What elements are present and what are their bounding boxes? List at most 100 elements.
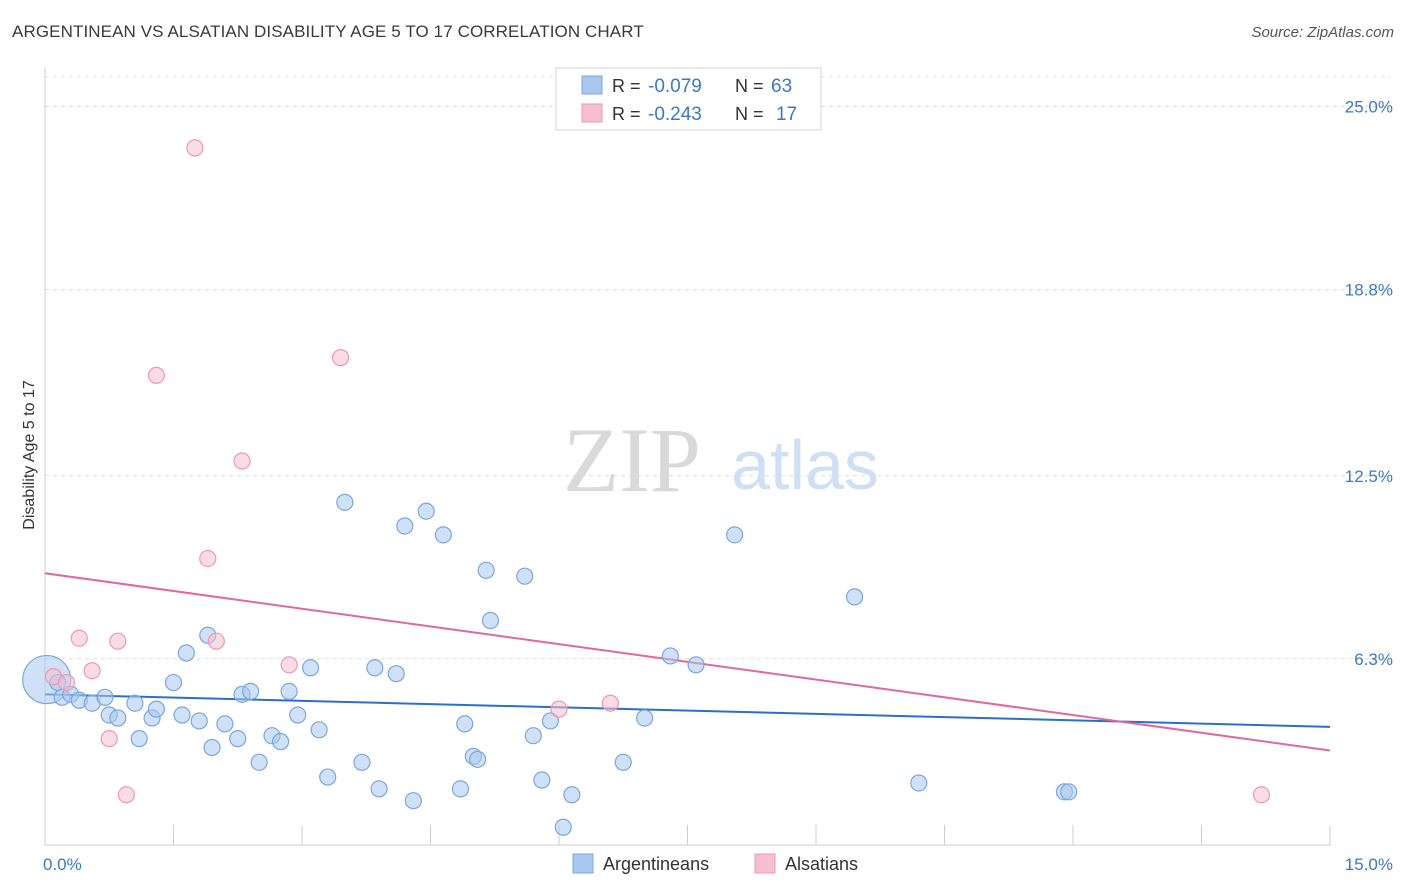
point-argentineans-41: [456, 715, 474, 733]
point-argentineans-30: [319, 768, 337, 786]
point-alsatians-3: [83, 662, 101, 680]
x-tick-labels: 0.0% 15.0%: [43, 855, 1393, 874]
y-tick-label-0: 6.3%: [1354, 650, 1393, 669]
point-alsatians-15: [601, 694, 620, 712]
point-argentineans-56: [726, 526, 744, 544]
point-argentineans-25: [271, 733, 290, 751]
point-argentineans-40: [451, 780, 470, 798]
point-argentineans-13: [164, 673, 183, 692]
stats-legend: R = -0.079 N = 63 R = -0.243 N = 17: [555, 67, 822, 131]
legend-r-value-2: -0.243: [648, 104, 702, 125]
point-argentineans-54: [661, 647, 679, 665]
data-points: [22, 139, 1271, 836]
point-argentineans-15: [177, 644, 195, 662]
x-tick-label-0: 0.0%: [43, 855, 82, 874]
point-argentineans-49: [541, 712, 560, 730]
point-argentineans-44: [477, 561, 495, 579]
point-argentineans-28: [301, 659, 320, 677]
point-alsatians-14: [550, 700, 568, 718]
x-tick-label-1: 15.0%: [1345, 855, 1393, 874]
point-argentineans-60: [1060, 783, 1078, 801]
point-argentineans-36: [396, 517, 414, 535]
trend-line-alsatians: [44, 572, 1331, 752]
gridlines: [45, 76, 1390, 660]
point-argentineans-6: [96, 688, 114, 706]
point-alsatians-13: [331, 349, 350, 367]
point-alsatians-7: [147, 366, 165, 384]
watermark: ZIP atlas: [563, 409, 879, 511]
chart-title: ARGENTINEAN VS ALSATIAN DISABILITY AGE 5…: [12, 22, 644, 41]
point-alsatians-5: [109, 632, 127, 650]
point-argentineans-31: [336, 493, 354, 511]
point-alsatians-10: [207, 632, 225, 650]
bottom-legend-label-argentineans: Argentineans: [603, 854, 709, 874]
point-argentineans-53: [636, 709, 654, 727]
point-argentineans-20: [229, 730, 247, 748]
point-alsatians-4: [100, 730, 118, 748]
point-argentineans-32: [353, 753, 371, 771]
point-alsatians-2: [70, 629, 88, 647]
point-argentineans-43: [469, 750, 487, 768]
point-argentineans-9: [126, 694, 144, 712]
legend-swatch-blue: [581, 75, 603, 95]
watermark-zip: ZIP: [563, 409, 701, 511]
watermark-atlas: atlas: [731, 426, 879, 504]
point-argentineans-34: [370, 780, 388, 798]
point-argentineans-22: [242, 682, 260, 701]
point-alsatians-11: [233, 452, 251, 470]
legend-r-label-2: R =: [612, 104, 641, 124]
legend-swatch-pink: [581, 103, 603, 123]
point-argentineans-33: [366, 659, 384, 677]
point-argentineans-48: [533, 771, 551, 789]
trend-lines: [44, 572, 1331, 752]
point-argentineans-39: [434, 526, 452, 544]
point-argentineans-27: [289, 706, 307, 724]
bottom-legend-swatch-alsatians: [754, 853, 776, 874]
axes: [44, 67, 1331, 846]
point-alsatians-12: [280, 656, 298, 674]
legend-r-label-1: R =: [612, 76, 641, 96]
y-tick-label-1: 12.5%: [1345, 467, 1393, 486]
point-argentineans-23: [250, 753, 268, 771]
point-argentineans-14: [173, 706, 191, 724]
y-tick-labels: 6.3% 12.5% 18.8% 25.0%: [1345, 98, 1393, 669]
point-argentineans-51: [563, 786, 581, 804]
y-tick-label-3: 25.0%: [1345, 98, 1393, 117]
point-argentineans-38: [417, 502, 435, 520]
point-argentineans-35: [387, 665, 405, 683]
point-argentineans-46: [516, 567, 534, 585]
point-argentineans-16: [190, 712, 208, 730]
point-argentineans-45: [481, 611, 500, 630]
bottom-legend-swatch-argentineans: [572, 853, 594, 874]
point-alsatians-8: [186, 139, 204, 157]
point-argentineans-26: [280, 682, 298, 701]
legend-n-value-1: 63: [771, 76, 792, 97]
y-tick-label-2: 18.8%: [1345, 281, 1393, 300]
y-axis-label: Disability Age 5 to 17: [21, 380, 38, 530]
point-alsatians-1: [57, 673, 76, 692]
source-credit: Source: ZipAtlas.com: [1251, 24, 1394, 41]
point-alsatians-9: [199, 549, 217, 568]
point-argentineans-10: [130, 730, 148, 748]
point-argentineans-55: [687, 656, 705, 674]
point-argentineans-19: [216, 715, 234, 733]
point-argentineans-47: [524, 727, 542, 745]
series-legend: Argentineans Alsatians: [572, 853, 858, 874]
point-argentineans-8: [109, 709, 127, 727]
point-argentineans-57: [845, 588, 864, 606]
point-alsatians-16: [1252, 786, 1271, 804]
legend-n-value-2: 17: [776, 104, 797, 125]
point-argentineans-58: [910, 774, 928, 792]
point-argentineans-37: [404, 792, 422, 810]
point-argentineans-50: [554, 818, 572, 836]
point-alsatians-6: [117, 786, 135, 804]
bottom-legend-label-alsatians: Alsatians: [785, 854, 858, 874]
point-argentineans-12: [147, 700, 165, 718]
point-argentineans-29: [310, 721, 328, 739]
point-argentineans-18: [203, 738, 221, 757]
legend-r-value-1: -0.079: [648, 76, 702, 97]
point-argentineans-52: [614, 753, 632, 771]
legend-n-label-1: N =: [735, 76, 764, 96]
legend-n-label-2: N =: [735, 104, 764, 124]
